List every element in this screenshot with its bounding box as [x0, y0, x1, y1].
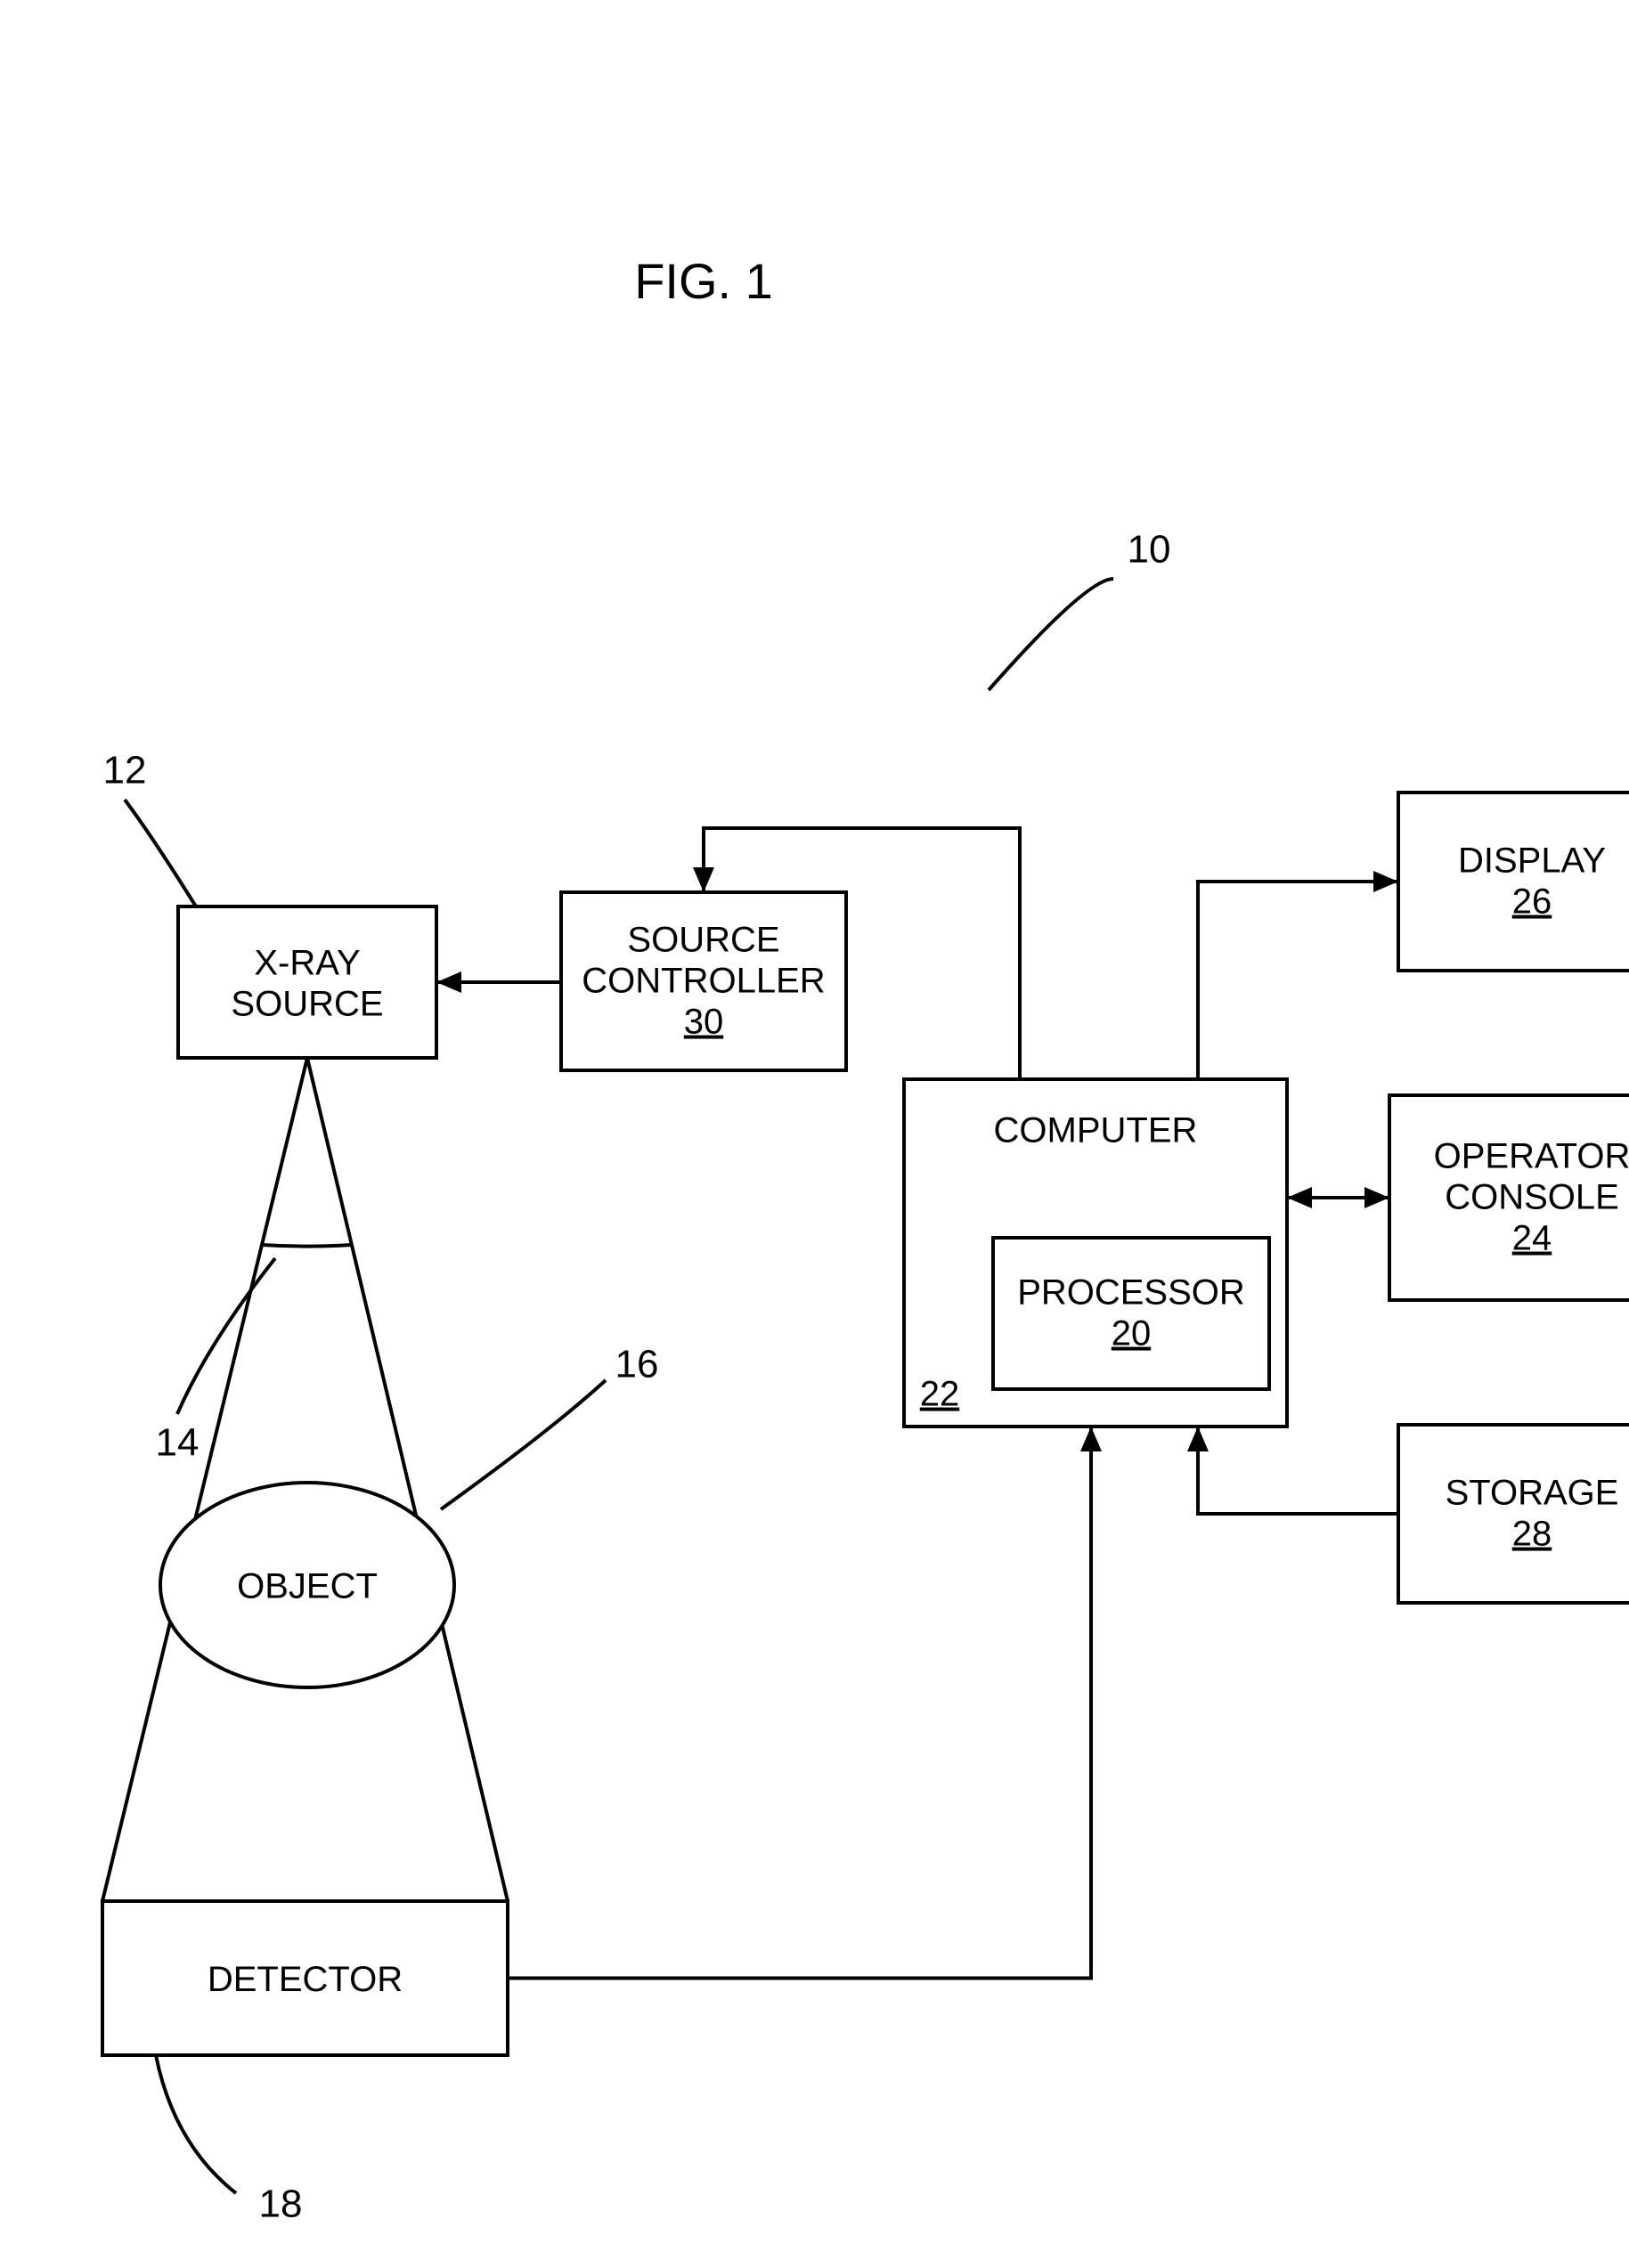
ref-18: 18: [259, 2183, 303, 2226]
operator-console-box-ref: 24: [1512, 1219, 1552, 1258]
display-box-ref: 26: [1512, 882, 1552, 922]
beam-arc: [262, 1245, 352, 1247]
source-controller-box-label-0: SOURCE: [627, 921, 779, 960]
lead-system-ref: [989, 579, 1113, 690]
beam-right: [307, 1058, 508, 1901]
storage-box-ref: 28: [1512, 1515, 1552, 1554]
beam-left: [102, 1058, 307, 1901]
display-box-label-0: DISPLAY: [1458, 841, 1606, 881]
storage-box-label-0: STORAGE: [1446, 1474, 1619, 1513]
operator-console-box-label-0: OPERATOR: [1434, 1137, 1629, 1176]
operator-console-box-label-1: CONSOLE: [1445, 1178, 1619, 1217]
figure-title: FIG. 1: [634, 253, 773, 309]
processor-box-ref: 20: [1112, 1314, 1152, 1353]
ref-22: 22: [920, 1375, 960, 1414]
edge-computer-to-display: [1198, 882, 1398, 1079]
edge-storage-to-computer: [1198, 1427, 1398, 1514]
object-label: OBJECT: [237, 1567, 378, 1606]
ref-system: 10: [1128, 528, 1171, 572]
source-controller-box-ref: 30: [684, 1003, 724, 1042]
xray-source-label-1: SOURCE: [231, 985, 383, 1024]
source-controller-box-label-1: CONTROLLER: [582, 962, 825, 1001]
ref-16: 16: [615, 1343, 659, 1386]
lead-12: [125, 800, 196, 906]
processor-box-label-0: PROCESSOR: [1017, 1273, 1245, 1313]
ref-14: 14: [156, 1421, 200, 1465]
xray-source-label-0: X-RAY: [254, 944, 360, 983]
detector-label: DETECTOR: [208, 1960, 403, 1999]
computer-label: COMPUTER: [994, 1111, 1198, 1150]
lead-16: [441, 1380, 606, 1509]
edge-detector-to-computer: [508, 1427, 1091, 1979]
lead-18: [156, 2055, 236, 2193]
ref-12: 12: [103, 749, 147, 793]
